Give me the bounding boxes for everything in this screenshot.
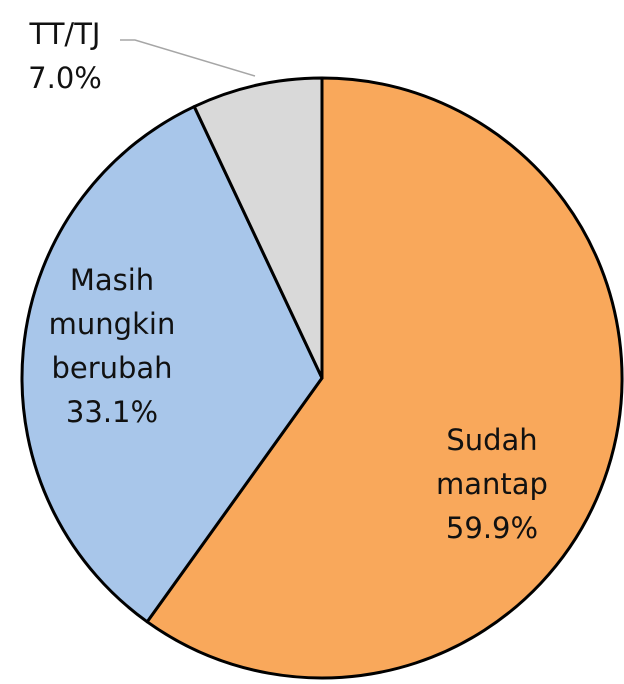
leader-line: [120, 39, 256, 77]
pie-slice: [145, 76, 624, 680]
pie-slice: [192, 76, 324, 380]
pie-slice: [20, 105, 324, 624]
value-label: 33.1%: [65, 395, 159, 429]
slice-label: TT/TJ 7.0%: [5, 12, 125, 100]
slice-label: Masih mungkin berubah 33.1%: [22, 258, 202, 434]
category-label: TT/TJ: [29, 17, 101, 51]
value-label: 7.0%: [28, 61, 102, 95]
slice-label: Sudah mantap 59.9%: [412, 418, 572, 550]
category-label: Sudah mantap: [436, 423, 548, 501]
category-label: Masih mungkin berubah: [48, 263, 176, 385]
value-label: 59.9%: [445, 511, 539, 545]
